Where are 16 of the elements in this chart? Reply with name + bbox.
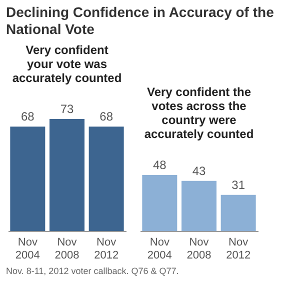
x-tick-label: Nov 2012 [226, 236, 251, 262]
chart-subtitle: Very confident the votes across the country were accurately counted [144, 85, 254, 141]
x-tick-label: Nov 2008 [54, 236, 80, 262]
data-label: 48 [152, 158, 167, 172]
data-label: 68 [100, 110, 114, 124]
text: Nov. 8-11, 2012 voter callback. Q76 & Q77. [6, 266, 180, 276]
x-tick-label: Nov 2004 [147, 236, 172, 262]
data-label: 43 [192, 164, 206, 178]
data-label: 68 [20, 110, 35, 124]
data-label: 31 [232, 178, 246, 192]
x-tick-label: Nov 2008 [186, 236, 212, 262]
data-label: 73 [60, 102, 74, 116]
chart-subtitle: Very confident your vote was accurately counted [12, 43, 122, 85]
chart-title: Declining Confidence in Accuracy of the National Vote [6, 4, 275, 38]
x-tick-label: Nov 2012 [94, 236, 119, 262]
x-tick-label: Nov 2004 [15, 236, 40, 262]
